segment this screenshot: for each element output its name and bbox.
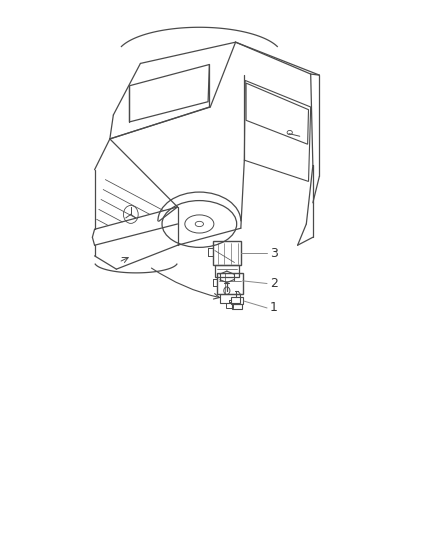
Text: 1: 1 [270,302,278,314]
Text: 3: 3 [270,247,278,260]
Text: 2: 2 [270,277,278,290]
